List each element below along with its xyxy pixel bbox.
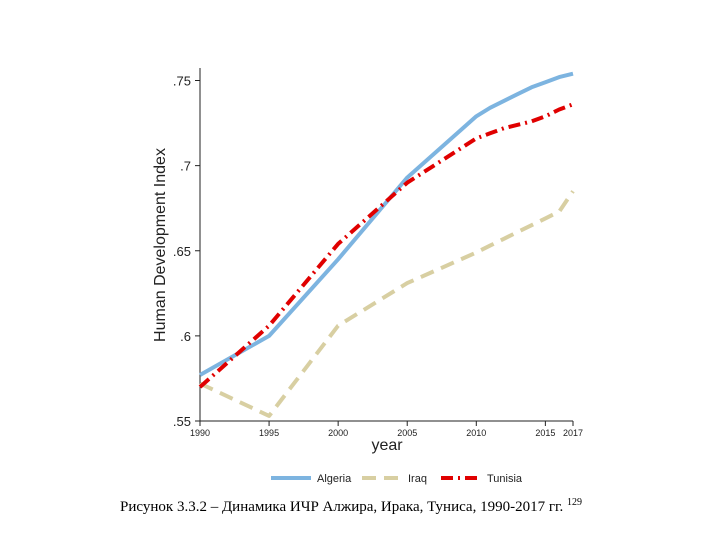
x-tick-label: 1990 <box>190 428 210 438</box>
caption-footnote: 129 <box>566 497 582 508</box>
x-tick-label: 2015 <box>535 428 555 438</box>
y-tick-label: .6 <box>180 329 191 344</box>
y-tick-label: .65 <box>173 244 191 259</box>
x-tick-label: 2000 <box>328 428 348 438</box>
caption-text: Рисунок 3.3.2 – Динамика ИЧР Алжира, Ира… <box>120 499 564 515</box>
series-line-iraq <box>199 190 575 418</box>
legend: Algeria Iraq Tunisia <box>271 473 523 485</box>
y-axis-label: Human Development Index <box>152 148 169 342</box>
legend-label-tunisia: Tunisia <box>487 473 523 485</box>
y-tick-label: .75 <box>173 74 191 89</box>
x-tick-label: 2017 <box>563 428 583 438</box>
figure-caption: Рисунок 3.3.2 – Динамика ИЧР Алжира, Ира… <box>0 497 702 516</box>
y-tick-label: .7 <box>180 159 191 174</box>
x-tick-label: 2010 <box>466 428 486 438</box>
x-axis-label: year <box>371 437 403 454</box>
legend-label-iraq: Iraq <box>408 473 427 485</box>
series-layer <box>198 71 575 418</box>
series-line-algeria <box>199 71 574 377</box>
legend-label-algeria: Algeria <box>317 473 352 485</box>
x-tick-label: 1995 <box>259 428 279 438</box>
axis-labels: Human Development Index year <box>152 148 403 454</box>
series-line-tunisia <box>198 102 574 389</box>
x-tick-label: 2005 <box>397 428 417 438</box>
y-tick-label: .55 <box>173 414 191 429</box>
axes: .55 .6 .65 .7 .75 1990 1995 2000 2005 2010 2015 201… <box>173 68 583 438</box>
